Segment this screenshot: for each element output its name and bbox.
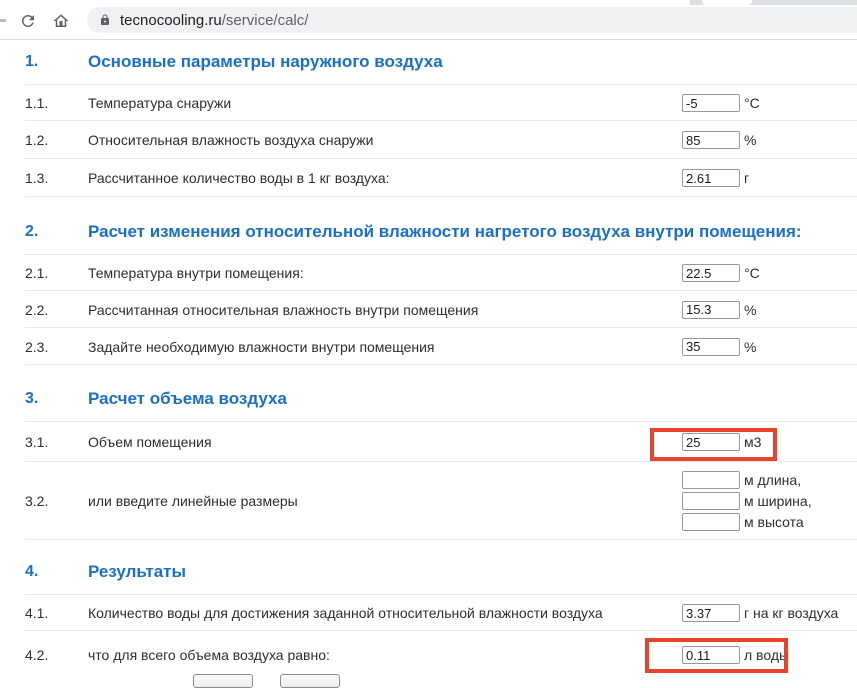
- row-1-1: 1.1. Температура снаружи °C: [0, 85, 857, 121]
- row-label: Рассчитанное количество воды в 1 кг возд…: [88, 170, 390, 186]
- home-button[interactable]: [52, 12, 70, 30]
- target-humidity-input[interactable]: [682, 337, 740, 356]
- room-width-input[interactable]: [682, 492, 740, 510]
- row-1-2: 1.2. Относительная влажность воздуха сна…: [0, 121, 857, 159]
- unit-label: м длина,: [744, 472, 802, 488]
- unit-label: л воды: [744, 647, 790, 663]
- section-3-header: 3. Расчет объема воздуха: [0, 365, 857, 422]
- row-label: Объем помещения: [88, 434, 212, 450]
- section-number: 3.: [25, 390, 39, 407]
- unit-label: %: [744, 338, 757, 355]
- unit-label: %: [744, 301, 757, 318]
- outside-temperature-input[interactable]: [682, 94, 740, 112]
- url-bar[interactable]: tecnocooling.ru/service/calc/: [87, 7, 857, 33]
- unit-label: г на кг воздуха: [744, 605, 839, 621]
- section-title: Расчет изменения относительной влажности…: [88, 222, 802, 241]
- footer-button-stub-2[interactable]: [280, 674, 340, 688]
- water-needed-per-kg-input[interactable]: [682, 604, 740, 622]
- row-label: что для всего объема воздуха равно:: [88, 647, 330, 663]
- row-number: 1.3.: [25, 170, 49, 186]
- row-number: 2.2.: [25, 301, 49, 318]
- water-per-kg-input[interactable]: [682, 169, 740, 187]
- row-label: Температура снаружи: [88, 95, 232, 111]
- inside-temperature-input[interactable]: [682, 264, 740, 282]
- url-host: tecnocooling.ru: [120, 11, 222, 29]
- reload-icon: [21, 14, 34, 27]
- row-label: Количество воды для достижения заданной …: [88, 605, 603, 621]
- row-number: 1.1.: [25, 95, 49, 111]
- reload-button[interactable]: [19, 12, 37, 30]
- unit-label: °C: [744, 95, 760, 111]
- row-label: или введите линейные размеры: [88, 493, 298, 509]
- section-title: Основные параметры наружного воздуха: [88, 52, 443, 71]
- row-number: 4.2.: [25, 647, 49, 663]
- section-2-header: 2. Расчет изменения относительной влажно…: [0, 197, 857, 255]
- row-number: 3.1.: [25, 434, 49, 450]
- row-number: 1.2.: [25, 132, 49, 148]
- unit-label: %: [744, 132, 757, 148]
- footer-button-stub-1[interactable]: [193, 674, 253, 688]
- row-number: 2.1.: [25, 265, 49, 281]
- room-volume-input[interactable]: [682, 433, 740, 451]
- row-label: Относительная влажность воздуха снаружи: [88, 132, 374, 148]
- tab-strip-fragment: [690, 0, 857, 5]
- room-height-input[interactable]: [682, 513, 740, 531]
- unit-label: м ширина,: [744, 493, 812, 509]
- row-3-1: 3.1. Объем помещения м3: [0, 422, 857, 462]
- row-2-2: 2.2. Рассчитанная относительная влажност…: [0, 291, 857, 328]
- url-path: /service/calc/: [221, 11, 309, 29]
- section-title: Результаты: [88, 562, 187, 581]
- row-1-3: 1.3. Рассчитанное количество воды в 1 кг…: [0, 159, 857, 197]
- row-4-2: 4.2. что для всего объема воздуха равно:…: [0, 631, 857, 679]
- calculated-inside-humidity-input[interactable]: [682, 300, 740, 319]
- row-label: Задайте необходимую влажности внутри пом…: [88, 338, 435, 355]
- section-1-header: 1. Основные параметры наружного воздуха: [0, 40, 857, 85]
- outside-humidity-input[interactable]: [682, 131, 740, 149]
- section-number: 4.: [25, 563, 39, 580]
- section-title: Расчет объема воздуха: [88, 389, 287, 408]
- row-number: 4.1.: [25, 605, 49, 621]
- row-2-1: 2.1. Температура внутри помещения: °C: [0, 255, 857, 291]
- total-water-liters-input[interactable]: [682, 646, 740, 664]
- forward-arrow-fragment: [0, 19, 6, 22]
- calculator-page: 1. Основные параметры наружного воздуха …: [0, 40, 857, 679]
- room-length-input[interactable]: [682, 471, 740, 489]
- unit-label: г: [744, 170, 750, 186]
- lock-icon: [99, 13, 111, 27]
- row-3-2: 3.2. или введите линейные размеры м длин…: [0, 462, 857, 540]
- row-4-1: 4.1. Количество воды для достижения зада…: [0, 595, 857, 631]
- unit-label: °C: [744, 265, 760, 281]
- row-2-3: 2.3. Задайте необходимую влажности внутр…: [0, 328, 857, 365]
- unit-label: м высота: [744, 514, 804, 530]
- row-number: 2.3.: [25, 338, 49, 355]
- section-number: 1.: [25, 53, 39, 70]
- tab-notch: [702, 0, 752, 5]
- row-number: 3.2.: [25, 493, 49, 509]
- section-4-header: 4. Результаты: [0, 540, 857, 595]
- row-label: Рассчитанная относительная влажность вну…: [88, 301, 479, 318]
- section-number: 2.: [25, 223, 39, 240]
- home-icon: [53, 14, 69, 27]
- unit-label: м3: [744, 434, 762, 450]
- browser-toolbar: tecnocooling.ru/service/calc/: [0, 0, 857, 40]
- row-label: Температура внутри помещения:: [88, 265, 304, 281]
